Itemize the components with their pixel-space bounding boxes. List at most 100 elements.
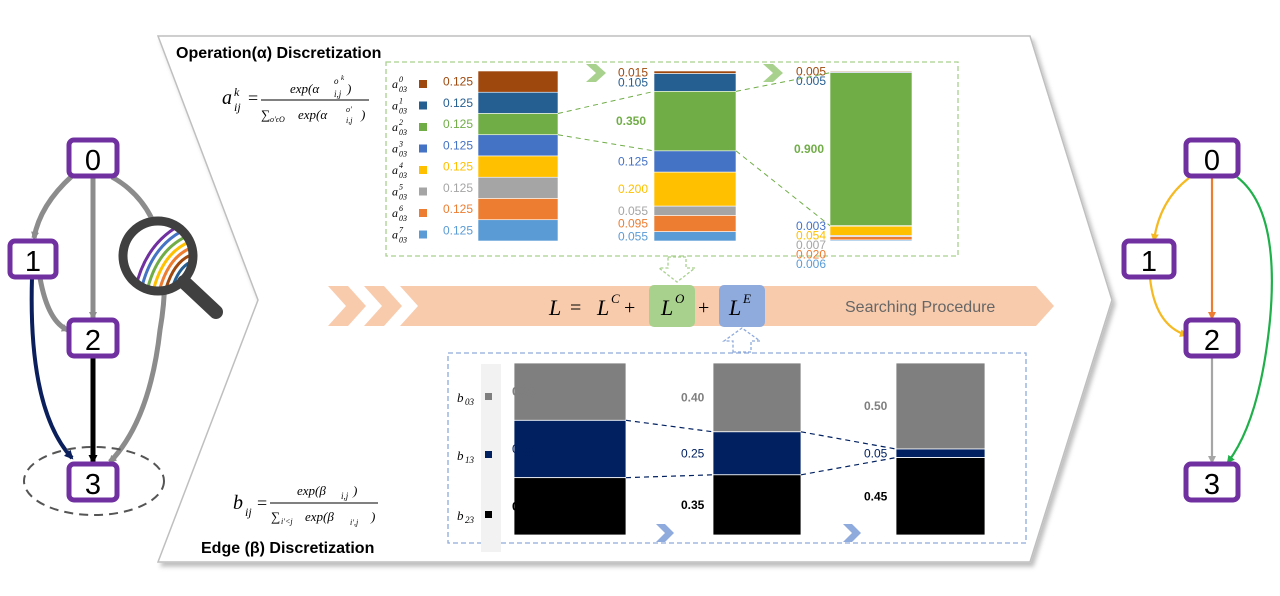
edge-value-label: 0.25 [681, 446, 705, 460]
edge-connector [800, 457, 897, 476]
loss-lc: L [596, 295, 609, 320]
edge-value-label: 0.33 [512, 385, 536, 399]
op-legend-sub: 03 [399, 193, 407, 202]
op-bar-segment [653, 231, 737, 242]
op-bar-segment [653, 73, 737, 92]
op-value-label: 0.054 [796, 228, 826, 242]
edge-legend-label: b [457, 508, 464, 523]
op-value-label: 0.125 [443, 202, 473, 216]
op-legend-item: a 503 [392, 183, 427, 202]
left-edge-1-2 [37, 277, 70, 333]
svg-text:o′ϵO: o′ϵO [270, 115, 285, 124]
left-node-1-box [7, 238, 59, 280]
op-value-label: 0.350 [616, 114, 646, 128]
op-legend-sup: 6 [399, 204, 403, 213]
op-legend-label: a [392, 99, 398, 113]
edge-legend-sub: 13 [465, 455, 475, 465]
svg-text:): ) [352, 483, 357, 498]
op-value-label: 0.125 [618, 155, 648, 169]
op-bar-segment [653, 150, 737, 173]
op-bar-segment [477, 70, 559, 93]
op-legend-sup: 0 [399, 75, 403, 84]
edge-bar-segment [513, 362, 627, 421]
edge-to-loss-arrow [721, 327, 763, 353]
op-value-label: 0.125 [443, 223, 473, 237]
svg-text:k: k [341, 74, 345, 82]
edge-box [447, 352, 1027, 544]
op-legend-label: a [392, 77, 398, 91]
left-node-3-label: 3 [85, 469, 101, 501]
op-bar-segment [829, 225, 913, 236]
edge-value-label: 0.35 [681, 498, 705, 512]
band-chevron-icon [328, 286, 366, 326]
op-value-label: 0.003 [796, 219, 826, 233]
op-value-label: 0.125 [443, 117, 473, 131]
right-graph: 0 1 2 3 [1121, 137, 1273, 503]
edge-bar-segment [712, 474, 802, 536]
op-legend-label: a [392, 185, 398, 199]
op-bar-segment [653, 215, 737, 232]
op-legend-label: a [392, 228, 398, 242]
left-node-0-label: 0 [85, 145, 101, 177]
op-bar-segment [653, 205, 737, 216]
op-legend-label: a [392, 206, 398, 220]
op-bar-segment [477, 155, 559, 178]
edge-legend-swatch [485, 451, 492, 458]
svg-text:exp(β: exp(β [297, 483, 326, 498]
operation-bars: 0.125 0.125 0.125 0.125 0.125 0.125 0.125 0.125… [443, 64, 913, 271]
svg-text:): ) [360, 107, 365, 122]
op-bar-segment [829, 239, 913, 242]
svg-text:=: = [248, 88, 258, 108]
edge-legend-label: b [457, 448, 464, 463]
edge-bar-segment [895, 448, 986, 459]
op-legend-sup: 7 [399, 226, 404, 235]
op-legend-sup: 1 [399, 97, 403, 106]
edge-bar-segment [895, 362, 986, 450]
edge-stage-arrows [656, 524, 861, 542]
edge-value-label: 0.45 [864, 489, 888, 503]
op-legend-sup: 5 [399, 183, 403, 192]
right-node-2-label: 2 [1204, 325, 1220, 357]
op-value-label: 0.125 [443, 160, 473, 174]
edge-legend-swatch [485, 511, 492, 518]
op-bar-segment [829, 72, 913, 226]
le-highlight [719, 285, 765, 327]
loss-plus-1: + [624, 297, 635, 319]
op-legend-swatch [419, 209, 427, 217]
left-edge-0-1 [31, 174, 74, 240]
op-bar-segment [653, 70, 737, 74]
operation-stage-arrows [586, 64, 783, 82]
left-node-0-box [66, 137, 120, 179]
edge-bars: 0.33 0.33 0.33 0.40 0.25 0.35 0.50 0.05 0.45 [512, 362, 986, 536]
op-value-label: 0.125 [443, 138, 473, 152]
svg-text:a: a [222, 87, 232, 109]
op-value-label: 0.095 [618, 217, 648, 231]
operation-formula: a k ij = exp(α o k i,j ) ∑ o′ϵO exp(α o′… [222, 74, 369, 125]
band-chevron-icon [364, 286, 402, 326]
svg-text:i,j: i,j [334, 89, 342, 99]
svg-text:exp(β: exp(β [305, 509, 334, 524]
loss-lc-sup: C [611, 291, 620, 306]
edge-bar-segment [895, 457, 986, 536]
svg-text:=: = [257, 493, 267, 513]
right-node-3-label: 3 [1204, 469, 1220, 501]
op-legend-swatch [419, 166, 427, 174]
loss-le: L [728, 295, 741, 320]
stage-chevron-icon [586, 64, 606, 82]
op-legend-swatch [419, 80, 427, 88]
op-value-label: 0.125 [443, 75, 473, 89]
op-legend-item: a 303 [392, 140, 427, 159]
right-edge-1-2 [1148, 277, 1188, 337]
svg-text:o′: o′ [346, 105, 352, 114]
op-legend-swatch [419, 144, 427, 153]
edge-bar-segment [712, 362, 802, 433]
op-value-label: 0.020 [796, 247, 826, 261]
op-bar-segment [477, 219, 559, 242]
op-bar-segment [477, 134, 559, 157]
op-legend-sub: 03 [399, 150, 407, 159]
edge-connector [625, 419, 714, 433]
right-node-0-label: 0 [1204, 145, 1220, 177]
operation-box [385, 61, 959, 257]
op-connector [557, 90, 655, 114]
